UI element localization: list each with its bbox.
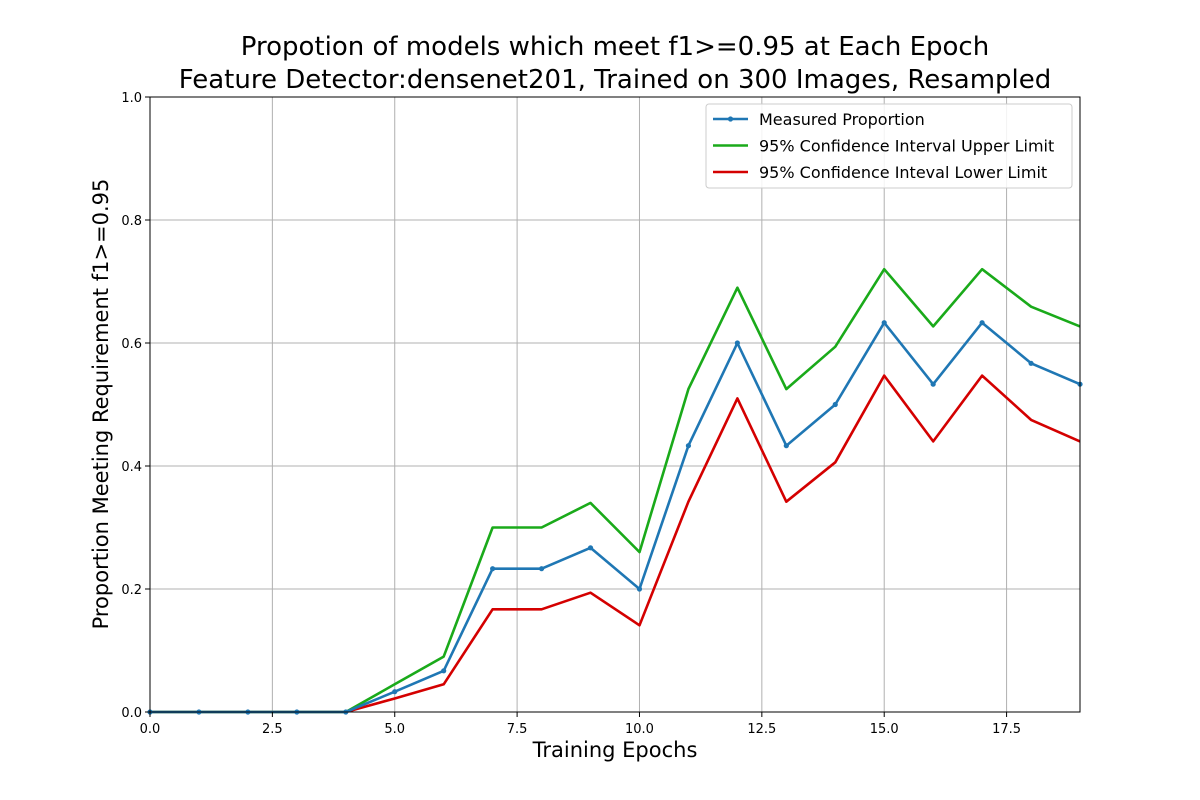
chart-title: Propotion of models which meet f1>=0.95 … (241, 32, 989, 62)
legend-label-2: 95% Confidence Inteval Lower Limit (759, 163, 1047, 182)
x-axis-label: Training Epochs (532, 738, 698, 762)
series-line-0 (150, 321, 1081, 714)
legend-marker (727, 116, 734, 122)
data-point (636, 586, 643, 592)
y-tick-label: 0.4 (121, 460, 142, 475)
data-point (392, 689, 398, 695)
data-point (930, 381, 936, 387)
plot-frame (149, 96, 1081, 713)
y-axis-label: Proportion Meeting Requirement f1>=0.95 (89, 179, 113, 630)
y-tick-label: 0.0 (121, 706, 142, 721)
x-tick-label: 10.0 (625, 722, 654, 737)
y-tick-label: 1.0 (121, 91, 142, 106)
y-tick-label: 0.8 (121, 214, 142, 229)
x-tick-label: 7.5 (507, 722, 528, 737)
data-point (783, 443, 789, 449)
data-point (490, 566, 496, 572)
axis-ticks: 0.0 2.5 5.0 7.5 10.0 12.5 15.0 17.5 0.0 0.2 0.4 0.6… (121, 91, 1021, 737)
x-tick-label: 15.0 (870, 722, 899, 737)
legend-label-0: Measured Proportion (759, 110, 925, 129)
data-point (734, 340, 740, 346)
y-tick-label: 0.2 (121, 583, 142, 598)
data-point (441, 668, 447, 674)
series-line-2 (150, 374, 1081, 714)
y-tick-label: 0.6 (121, 337, 142, 352)
legend-label-1: 95% Confidence Interval Upper Limit (759, 137, 1054, 156)
series-line-1 (150, 267, 1081, 714)
data-point (587, 545, 594, 551)
chart-subtitle: Feature Detector:densenet201, Trained on… (179, 65, 1052, 95)
series-layer (147, 267, 1083, 715)
data-point (979, 320, 985, 326)
x-tick-label: 5.0 (384, 722, 405, 737)
x-tick-label: 0.0 (140, 722, 161, 737)
x-tick-label: 17.5 (992, 722, 1021, 737)
legend: Measured Proportion 95% Confidence Interv… (705, 103, 1073, 189)
x-tick-label: 2.5 (262, 722, 283, 737)
data-point (685, 443, 692, 449)
data-point (1028, 360, 1034, 366)
data-point (881, 320, 887, 326)
data-point (538, 566, 545, 572)
data-point (832, 401, 838, 408)
legend-box (705, 103, 1073, 189)
x-tick-label: 12.5 (747, 722, 776, 737)
grid (149, 96, 1080, 713)
